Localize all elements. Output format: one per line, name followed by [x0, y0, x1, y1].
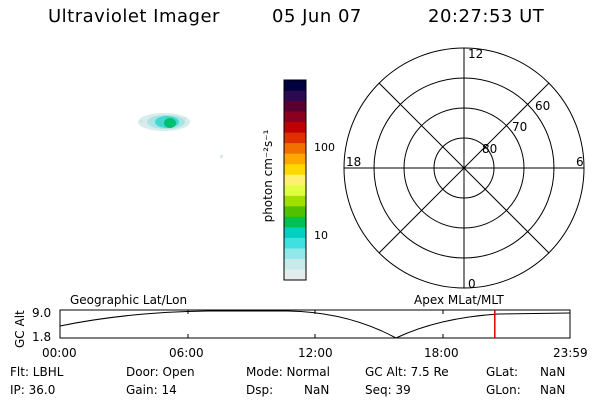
- gc-alt-label: GC Alt: 7.5 Re: [365, 365, 449, 379]
- mlt-label-6: 6: [576, 155, 584, 169]
- mode-label: Mode: Normal: [246, 365, 330, 379]
- mlt-label-12: 12: [468, 47, 483, 61]
- auroral-image: [138, 113, 223, 158]
- timeline-xtick-2359: 23:59: [553, 346, 588, 360]
- colorbar-swatch: [284, 132, 306, 144]
- colorbar-swatch: [284, 143, 306, 155]
- glon-value: NaN: [540, 383, 566, 397]
- colorbar: photon cm⁻²s⁻¹: [262, 79, 307, 281]
- gain-label: Gain: 14: [126, 383, 177, 397]
- glat-value: NaN: [540, 365, 566, 379]
- colorbar-swatch: [284, 90, 306, 102]
- seq-label: Seq: 39: [365, 383, 411, 397]
- colorbar-swatch: [284, 185, 306, 197]
- timeline-ytick-high: 9.0: [32, 306, 52, 320]
- colorbar-swatch: [284, 195, 306, 207]
- mlt-label-18: 18: [346, 155, 361, 169]
- timeline-xtick-1200: 12:00: [298, 346, 333, 360]
- glat-label: GLat:: [486, 365, 519, 379]
- colorbar-swatch: [284, 258, 306, 271]
- colorbar-swatch: [284, 269, 306, 281]
- glon-label: GLon:: [486, 383, 521, 397]
- filter-label: Flt: LBHL: [10, 365, 64, 379]
- colorbar-swatch: [284, 174, 306, 186]
- aurora-blob: [138, 113, 190, 131]
- colorbar-frame: [283, 79, 307, 281]
- timeline-ytick-low: 1.8: [32, 330, 52, 344]
- altitude-curve: [59, 310, 571, 339]
- colorbar-swatches: [284, 80, 306, 281]
- timeline-plot: [59, 309, 571, 339]
- lat-label-60: 60: [535, 99, 550, 113]
- colorbar-swatch: [284, 237, 306, 250]
- mlt-line-diag-2: [378, 82, 550, 254]
- colorbar-swatch: [284, 111, 306, 123]
- lat-label-80: 80: [482, 142, 497, 156]
- timeline-ylabel-wrap: GC Alt: [13, 310, 27, 348]
- colorbar-swatch: [284, 80, 306, 92]
- colorbar-swatch: [284, 206, 306, 218]
- date-label: 05 Jun 07: [272, 6, 362, 27]
- mlt-label-0: 0: [468, 277, 476, 291]
- timeline-right-title: Apex MLat/MLT: [414, 293, 504, 307]
- timeline-ticks: [187, 310, 444, 338]
- ip-label: IP: 36.0: [10, 383, 56, 397]
- colorbar-swatch: [284, 153, 306, 165]
- time-label: 20:27:53 UT: [428, 6, 545, 27]
- timeline-ylabel: GC Alt: [13, 310, 27, 348]
- colorbar-swatch: [284, 216, 306, 228]
- timeline-xtick-1800: 18:00: [424, 346, 459, 360]
- colorbar-swatch: [284, 227, 306, 239]
- colorbar-tick-10: 10: [314, 229, 328, 242]
- colorbar-swatch: [284, 164, 306, 176]
- colorbar-swatch: [284, 122, 306, 134]
- timeline-xtick-0000: 00:00: [42, 346, 77, 360]
- colorbar-swatch: [284, 101, 306, 113]
- colorbar-swatch: [284, 248, 306, 260]
- dsp-label: Dsp:: [246, 383, 274, 397]
- colorbar-tick-100: 100: [314, 141, 335, 154]
- noise-pixel: [220, 155, 223, 158]
- timeline-xtick-0600: 06:00: [169, 346, 204, 360]
- polar-plot: 12 18 6 0 60 70 80: [343, 47, 585, 291]
- lat-label-70: 70: [512, 120, 527, 134]
- colorbar-unit-label: photon cm⁻²s⁻¹: [262, 129, 275, 222]
- instrument-title: Ultraviolet Imager: [48, 6, 220, 27]
- dsp-value: NaN: [304, 383, 330, 397]
- timeline-left-title: Geographic Lat/Lon: [70, 293, 188, 307]
- door-label: Door: Open: [126, 365, 195, 379]
